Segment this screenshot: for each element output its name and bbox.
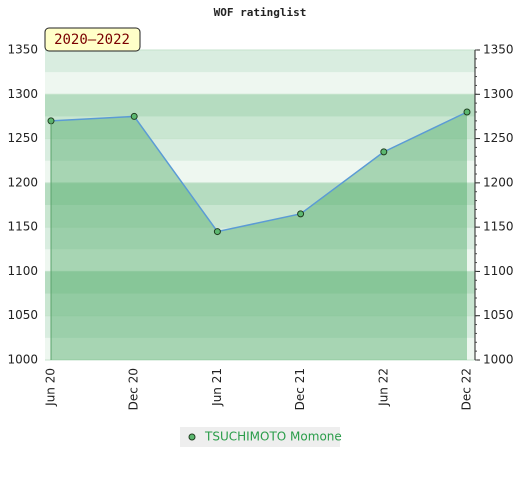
background-band [45, 116, 475, 140]
background-band [45, 293, 475, 317]
background-band [45, 227, 475, 250]
x-tick-label: Jun 22 [376, 368, 390, 407]
x-tick-label: Dec 21 [293, 368, 307, 410]
y2-tick-label: 1000 [483, 353, 514, 367]
background-band [45, 72, 475, 95]
y-tick-label: 1050 [7, 308, 38, 322]
background-band [45, 337, 475, 361]
y2-tick-label: 1350 [483, 43, 514, 57]
y2-tick-label: 1300 [483, 87, 514, 101]
x-tick-label: Jun 20 [44, 368, 58, 407]
y-tick-label: 1150 [7, 220, 38, 234]
y2-tick-label: 1150 [483, 220, 514, 234]
line [50, 111, 468, 233]
background-band [45, 182, 475, 206]
background-band [45, 315, 475, 339]
y-tick-label: 1250 [7, 131, 38, 145]
badge: 2020–2022 [54, 32, 130, 48]
y-tick-label: 1200 [7, 175, 38, 189]
background-band [45, 249, 475, 272]
chart-title: WOF ratinglist [214, 6, 307, 19]
plot-area [45, 49, 475, 361]
background-band [45, 138, 475, 162]
y-tick-label: 1300 [7, 87, 38, 101]
point [130, 112, 138, 120]
point [213, 228, 221, 236]
y-tick-label: 1100 [7, 264, 38, 278]
legend-box [180, 427, 340, 447]
x-tick-label: Dec 20 [127, 368, 141, 410]
y-tick-label: 1000 [7, 353, 38, 367]
legend-label: TSUCHIMOTO Momone [204, 430, 342, 444]
background-band [45, 50, 475, 73]
background-band [45, 94, 475, 117]
x-tick-label: Dec 22 [460, 368, 474, 410]
legend-marker [188, 433, 196, 441]
area [51, 112, 467, 360]
y2-tick-label: 1100 [483, 264, 514, 278]
point [463, 108, 471, 116]
y2-tick-label: 1050 [483, 308, 514, 322]
background-band [45, 160, 475, 184]
y2-tick-label: 1250 [483, 131, 514, 145]
point [380, 148, 388, 156]
badge-box [44, 27, 141, 52]
y-tick-label: 1350 [7, 43, 38, 57]
background-band [45, 205, 475, 228]
background-band [45, 271, 475, 295]
y2-tick-label: 1200 [483, 175, 514, 189]
point [297, 210, 305, 218]
x-tick-label: Jun 21 [210, 368, 224, 407]
